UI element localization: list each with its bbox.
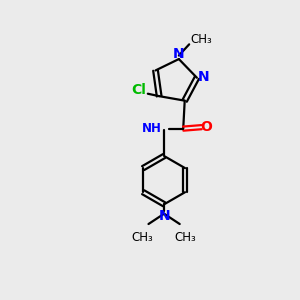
Text: N: N (172, 47, 184, 61)
Text: CH₃: CH₃ (132, 230, 154, 244)
Text: O: O (201, 120, 212, 134)
Text: NH: NH (142, 122, 162, 134)
Text: N: N (198, 70, 209, 84)
Text: Cl: Cl (131, 83, 146, 97)
Text: CH₃: CH₃ (175, 230, 196, 244)
Text: CH₃: CH₃ (190, 33, 212, 46)
Text: N: N (158, 209, 170, 223)
